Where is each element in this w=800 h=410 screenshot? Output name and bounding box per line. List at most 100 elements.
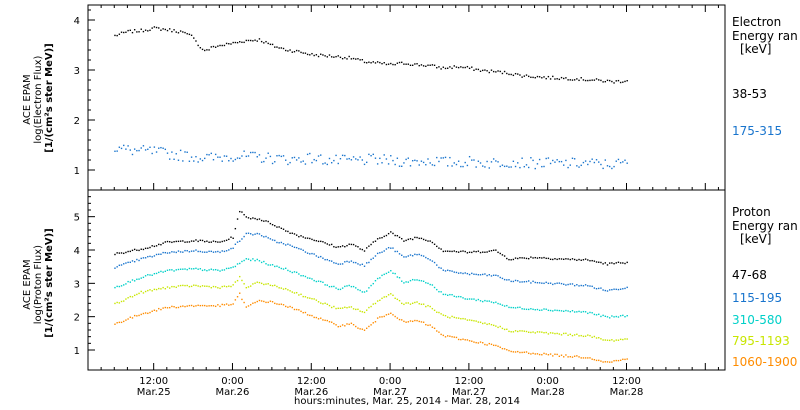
data-point [267, 301, 269, 304]
data-point [376, 252, 379, 255]
data-point [595, 288, 598, 290]
data-point [376, 238, 379, 240]
data-point [285, 159, 287, 161]
data-point [346, 158, 348, 160]
data-point [252, 234, 254, 236]
data-point [532, 331, 534, 333]
data-point [352, 261, 355, 264]
data-point [341, 307, 344, 309]
data-point [357, 159, 359, 161]
data-point [436, 245, 438, 248]
data-point [580, 164, 582, 167]
data-point [219, 44, 221, 47]
data-point [153, 245, 156, 248]
data-point [350, 243, 353, 246]
data-point [162, 147, 164, 149]
data-point [444, 250, 447, 252]
data-point [276, 265, 278, 267]
data-point [274, 302, 276, 305]
data-point [595, 78, 598, 80]
data-point [440, 157, 442, 159]
data-point [243, 213, 245, 216]
data-point [278, 287, 280, 289]
data-point [147, 255, 149, 258]
data-point [234, 299, 237, 301]
data-point [503, 328, 506, 331]
data-point [366, 62, 368, 64]
data-point [552, 75, 554, 78]
data-point [523, 165, 526, 168]
data-point [179, 268, 182, 270]
data-point [243, 41, 245, 44]
data-point [306, 153, 309, 156]
data-point [291, 245, 293, 248]
data-point [341, 287, 344, 289]
x-tick-time: 0:00 [379, 376, 401, 387]
data-point [622, 358, 624, 361]
data-point [392, 232, 394, 235]
data-point [376, 61, 379, 63]
data-point [552, 332, 554, 334]
data-point [320, 255, 322, 258]
data-point [530, 256, 532, 258]
y-tick-label: 5 [74, 213, 80, 224]
data-point [407, 281, 409, 283]
data-point [168, 158, 171, 160]
data-point [140, 248, 142, 250]
data-point [411, 255, 414, 257]
data-point [361, 248, 364, 251]
data-point [591, 358, 593, 360]
data-point [210, 241, 212, 243]
data-point [326, 319, 329, 322]
data-point [127, 145, 129, 147]
data-point [188, 33, 191, 36]
data-point [341, 154, 344, 157]
data-point [155, 26, 158, 29]
data-point [243, 235, 245, 238]
data-point [173, 158, 175, 160]
data-point [217, 241, 219, 243]
data-point [580, 259, 582, 261]
data-point [173, 285, 175, 288]
data-point [422, 280, 425, 282]
data-point [468, 298, 471, 300]
data-point [405, 158, 407, 161]
data-point [392, 63, 394, 66]
data-point [212, 240, 215, 242]
data-point [407, 238, 409, 241]
data-point [501, 347, 504, 350]
data-point [298, 309, 300, 311]
data-point [512, 331, 515, 333]
data-point [267, 42, 269, 45]
data-point [595, 359, 598, 362]
data-point [565, 159, 567, 162]
data-point [330, 285, 333, 288]
data-point [611, 361, 613, 363]
data-point [217, 45, 219, 47]
data-point [503, 305, 506, 307]
data-point [232, 247, 234, 249]
data-point [552, 159, 554, 162]
data-point [519, 166, 521, 169]
data-point [210, 287, 212, 289]
data-point [193, 160, 195, 162]
data-point [116, 150, 118, 152]
data-point [556, 309, 558, 312]
data-point [311, 252, 313, 255]
y-tick-label: 4 [74, 16, 80, 27]
data-point [276, 226, 278, 228]
data-point [168, 252, 171, 254]
data-point [363, 163, 366, 166]
data-point [425, 323, 427, 326]
data-point [490, 301, 493, 303]
data-point [556, 353, 558, 356]
data-point [512, 280, 515, 283]
data-point [197, 250, 199, 253]
data-point [394, 234, 396, 237]
data-point [127, 250, 129, 253]
data-point [197, 161, 199, 163]
data-point [497, 302, 499, 305]
data-point [407, 63, 409, 65]
data-point [190, 268, 193, 270]
